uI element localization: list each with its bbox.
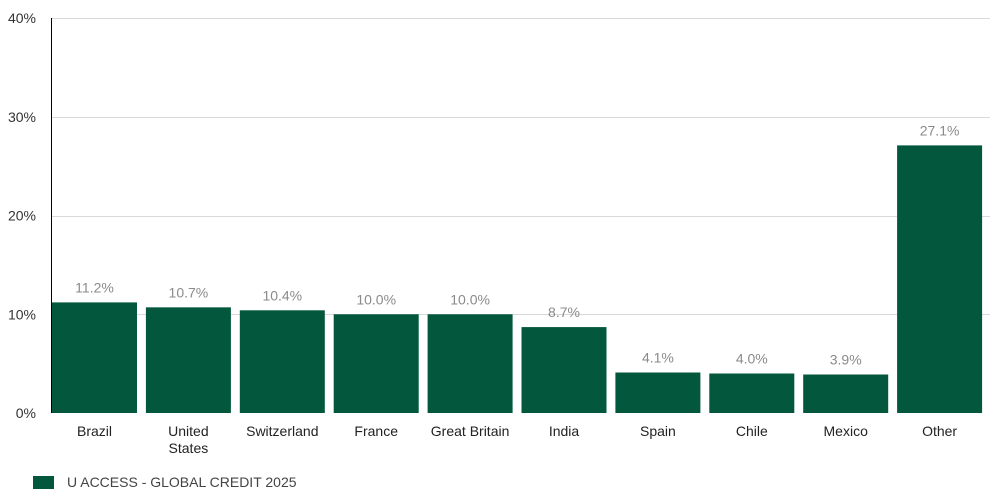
data-label: 10.0% <box>450 291 490 307</box>
bar <box>521 327 607 413</box>
y-tick-label: 10% <box>8 306 36 322</box>
data-label: 10.4% <box>262 287 302 303</box>
gridlines <box>51 18 990 315</box>
data-label: 27.1% <box>920 122 960 138</box>
bar <box>427 314 513 413</box>
bar <box>333 314 419 413</box>
legend-label: U ACCESS - GLOBAL CREDIT 2025 <box>67 474 297 490</box>
data-labels: 11.2% 10.7% 10.4% 10.0% 10.0% 8.7% 4.1% 4.0% 3.9… <box>75 122 959 367</box>
category-label: Switzerland <box>246 423 318 439</box>
x-axis-category-labels: Brazil United States Switzerland France Great… <box>77 423 957 456</box>
bar <box>897 145 983 413</box>
bar <box>145 307 231 413</box>
category-label: Chile <box>736 423 768 439</box>
category-label: Other <box>922 423 957 439</box>
data-label: 4.1% <box>642 350 674 366</box>
data-label: 4.0% <box>736 351 768 367</box>
bar <box>709 373 795 413</box>
category-label: Spain <box>640 423 676 439</box>
y-tick-label: 40% <box>8 10 36 26</box>
data-label: 3.9% <box>830 351 862 367</box>
category-label: Great Britain <box>431 423 510 439</box>
data-label: 10.7% <box>169 284 209 300</box>
legend: U ACCESS - GLOBAL CREDIT 2025 <box>33 474 297 490</box>
y-tick-label: 0% <box>16 405 36 421</box>
category-label: Mexico <box>824 423 869 439</box>
bar-chart: 0% 10% 20% 30% 40% 11.2% 10.7% 10.4% 10.0% 10.0%… <box>8 10 990 456</box>
y-axis-tick-labels: 0% 10% 20% 30% 40% <box>8 10 36 421</box>
bars <box>52 145 983 413</box>
category-label: India <box>549 423 580 439</box>
bar <box>803 374 889 413</box>
y-tick-label: 30% <box>8 109 36 125</box>
category-label: France <box>354 423 398 439</box>
bar <box>615 372 701 413</box>
data-label: 11.2% <box>75 279 114 295</box>
bar <box>52 302 137 413</box>
data-label: 10.0% <box>356 291 396 307</box>
category-label: United States <box>168 423 208 456</box>
legend-swatch <box>33 475 54 489</box>
y-tick-label: 20% <box>8 208 36 224</box>
data-label: 8.7% <box>548 304 580 320</box>
bar <box>239 310 325 413</box>
category-label: Brazil <box>77 423 112 439</box>
